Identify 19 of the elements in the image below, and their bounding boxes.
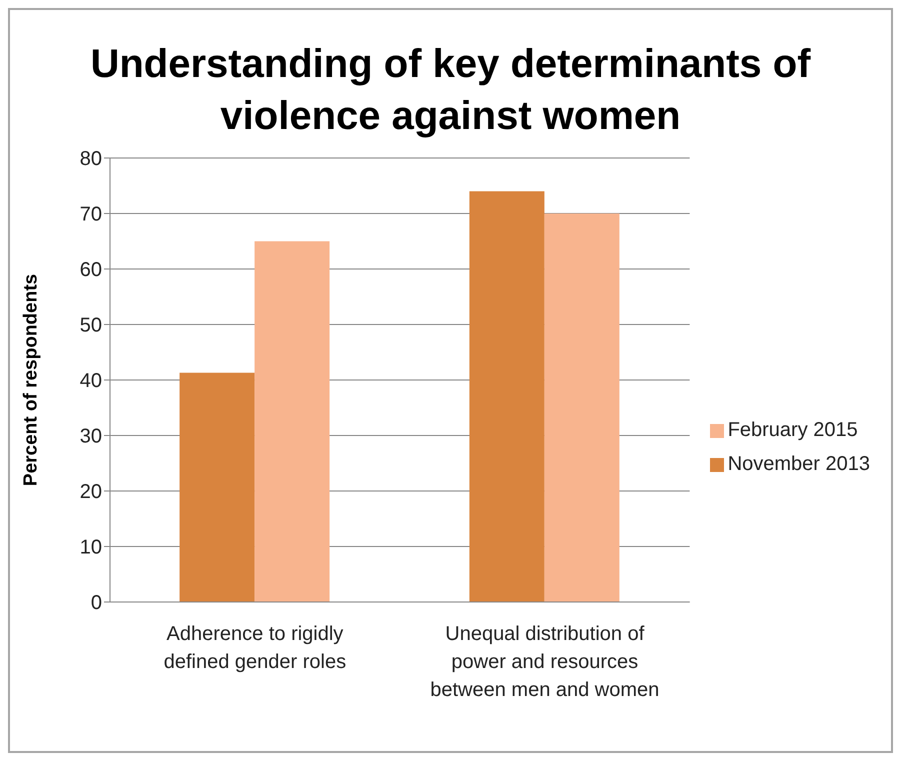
y-axis-title: Percent of respondents (20, 274, 42, 486)
y-tick-label: 40 (80, 370, 102, 392)
x-tick-label: Unequal distribution of power and resources between men and women (430, 623, 660, 701)
y-tick-label: 0 (90, 592, 102, 614)
x-tick-label: Adherence to rigidly defined gender roles (164, 623, 346, 673)
legend-label: February 2015 (728, 419, 858, 441)
y-tick-label: 10 (80, 536, 102, 559)
y-tick-label: 30 (80, 426, 102, 448)
bar (180, 372, 255, 602)
y-tick-label: 20 (80, 481, 102, 504)
chart-title: Understanding of key determinants of violence against women (89, 41, 812, 140)
bar (254, 241, 330, 602)
y-tick-label: 80 (80, 148, 102, 170)
y-tick-label: 50 (80, 314, 102, 337)
y-tick-label: 70 (80, 204, 102, 226)
bar (544, 214, 620, 602)
bar (469, 191, 544, 602)
y-tick-label: 60 (80, 259, 102, 282)
legend-label: November 2013 (728, 453, 870, 475)
